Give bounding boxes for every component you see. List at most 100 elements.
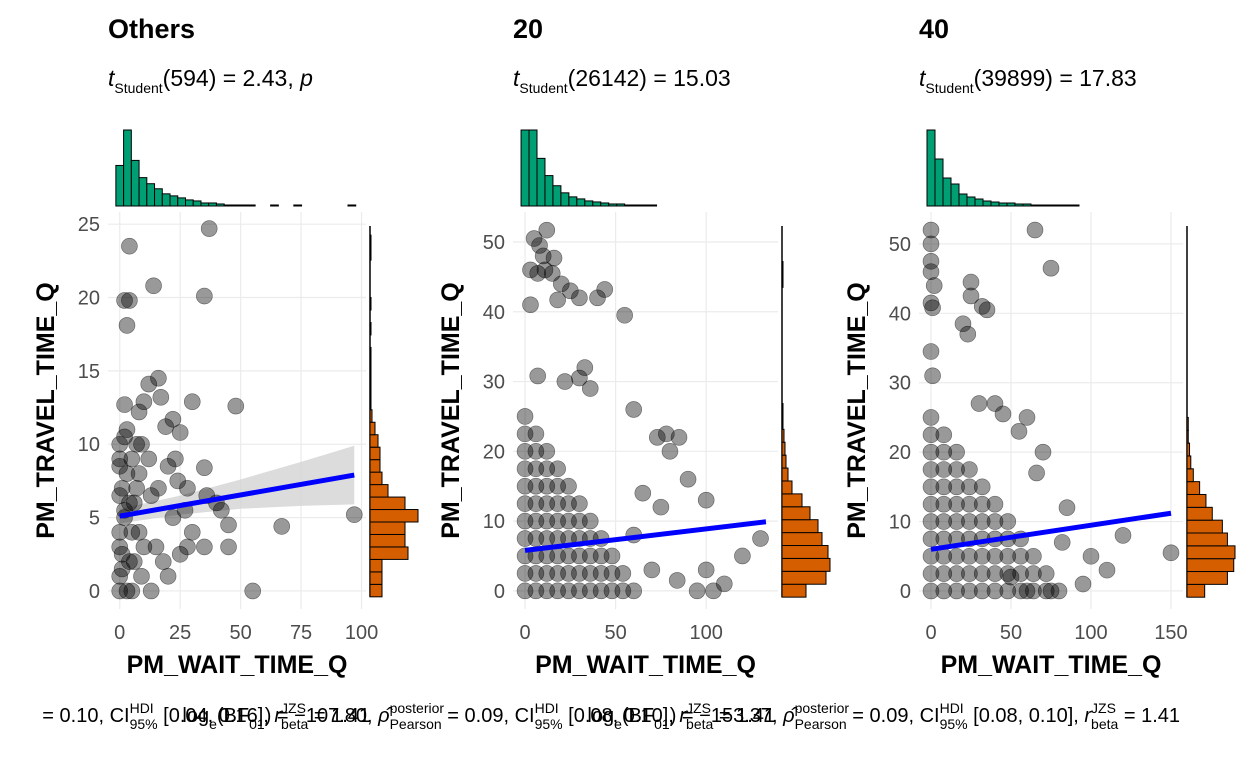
point [150,369,167,387]
point [196,538,213,556]
histogram-bar [536,157,546,207]
histogram-bar [568,196,578,207]
point [111,457,129,475]
point [152,388,170,406]
histogram-bar [369,446,381,461]
point [935,443,953,461]
point [227,397,245,415]
point [948,582,965,600]
histogram-bar [1014,203,1024,207]
histogram-bar [369,396,372,411]
histogram-bar [215,203,225,207]
point [1010,423,1028,440]
y-tick-label: 40 [889,303,911,325]
point [986,495,1004,513]
point [986,565,1004,582]
text-segment: ) = −153.37, [670,705,783,727]
text-segment: Student [925,80,973,96]
histogram-bar [781,480,793,495]
text-segment: 95% [940,716,968,732]
point [531,237,548,254]
point [973,298,991,315]
text-segment: JZS [1091,700,1116,716]
text-segment: (26142) = 15.03 [568,65,731,91]
point [643,561,661,579]
point [625,582,643,600]
text-segment: (BF [217,705,249,727]
point [549,291,566,309]
x-tick-label: 150 [1154,622,1187,644]
point [116,428,133,446]
caption: loge(BF01) = −107.80, ρ̂posterior Pearson… [182,700,775,732]
point [1037,565,1055,582]
point [116,396,133,413]
point [171,424,189,441]
point [538,221,556,239]
point [961,582,978,600]
histogram-bar [293,204,303,207]
point [196,287,213,305]
point [111,487,129,504]
text-segment: beta [686,716,713,732]
point [159,457,177,475]
text-segment: r [1084,705,1092,727]
histogram-bar [1186,558,1235,573]
point [986,547,1004,565]
text-segment: p [299,65,313,91]
point [534,247,552,265]
histogram-bar [369,471,383,486]
text-segment: t [919,65,927,91]
histogram-bar [544,175,554,207]
histogram-bar [600,202,610,207]
regression-line [930,510,1172,552]
text-segment: r [679,705,687,727]
panel-subtitle: tStudent(594) = 2.43, p [108,65,313,96]
x-axis-title: PM_WAIT_TIME_Q [941,651,1162,679]
point [130,523,148,541]
histogram-bar [200,202,210,207]
point [970,395,988,412]
histogram-bar [369,297,372,311]
histogram-bar [781,415,784,430]
histogram-bar [998,202,1008,207]
text-segment: = 0.09, CI [442,705,535,727]
text-segment: ρ̂ [782,705,798,727]
histogram-bar [369,346,372,361]
point [959,325,977,343]
histogram-bar [1186,468,1194,483]
histogram-bar [138,177,148,207]
histogram-bar [369,496,406,511]
point [961,495,978,513]
point [734,547,751,565]
point [1074,575,1092,593]
histogram-bar [369,571,383,585]
x-tick-label: 100 [345,622,378,644]
point [130,465,148,482]
point [614,565,632,582]
text-segment: Pearson [390,716,442,732]
panel-subtitle: tStudent(39899) = 17.83 [919,65,1137,96]
point [121,553,138,570]
point [1053,534,1071,551]
point [922,343,940,360]
point [978,301,996,319]
text-segment: 01 [654,716,670,732]
text-segment: posterior [795,700,850,716]
text-segment: HDI [940,700,964,716]
point [183,393,201,410]
point [527,425,545,443]
point [128,435,145,453]
histogram-bar [781,532,823,547]
point [634,484,652,502]
panel-title: Others [108,14,195,44]
histogram-bar [369,371,372,386]
histogram-bar [1030,204,1040,207]
histogram-bar [942,177,952,207]
y-tick-label: 10 [78,434,100,456]
x-tick-label: 0 [925,622,936,644]
text-segment: = 1.41 [713,705,775,727]
point [935,582,953,600]
x-tick-label: 0 [519,622,530,644]
